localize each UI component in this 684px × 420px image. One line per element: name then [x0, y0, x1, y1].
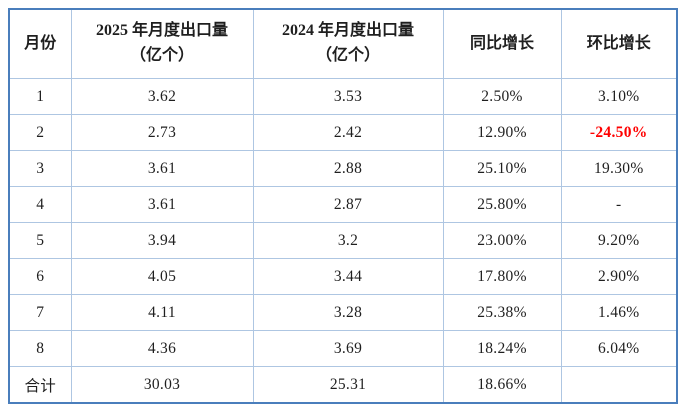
cell-mom-growth: - — [560, 186, 678, 223]
cell-yoy-growth: 25.10% — [442, 150, 562, 187]
cell-export-2024: 3.2 — [252, 222, 444, 259]
cell-mom-growth: 6.04% — [560, 330, 678, 367]
cell-month: 8 — [8, 330, 72, 367]
table-row: 3 3.61 2.88 25.10% 19.30% — [8, 150, 678, 187]
cell-mom-growth: -24.50% — [560, 114, 678, 151]
total-row: 合计 30.03 25.31 18.66% — [8, 366, 678, 404]
cell-mom-growth: 1.46% — [560, 294, 678, 331]
cell-yoy-growth: 2.50% — [442, 78, 562, 115]
table-row: 2 2.73 2.42 12.90% -24.50% — [8, 114, 678, 151]
cell-export-2025: 2.73 — [70, 114, 254, 151]
cell-export-2025: 30.03 — [70, 366, 254, 404]
cell-export-2025: 4.05 — [70, 258, 254, 295]
cell-mom-growth: 3.10% — [560, 78, 678, 115]
cell-export-2025: 4.11 — [70, 294, 254, 331]
cell-yoy-growth: 12.90% — [442, 114, 562, 151]
cell-yoy-growth: 17.80% — [442, 258, 562, 295]
cell-mom-growth: 9.20% — [560, 222, 678, 259]
col-header-2024-line1: 2024 年月度出口量 — [281, 22, 414, 40]
cell-month: 7 — [8, 294, 72, 331]
cell-export-2024: 3.69 — [252, 330, 444, 367]
cell-month: 2 — [8, 114, 72, 151]
col-header-2024-export: 2024 年月度出口量 （亿个） — [252, 8, 444, 79]
table-row: 7 4.11 3.28 25.38% 1.46% — [8, 294, 678, 331]
col-header-2025-line1: 2025 年月度出口量 — [95, 22, 228, 40]
cell-export-2024: 3.28 — [252, 294, 444, 331]
cell-month: 6 — [8, 258, 72, 295]
table-row: 8 4.36 3.69 18.24% 6.04% — [8, 330, 678, 367]
cell-export-2024: 3.44 — [252, 258, 444, 295]
cell-mom-growth — [560, 366, 678, 404]
table-body: 1 3.62 3.53 2.50% 3.10% 2 2.73 2.42 12.90% -24.50… — [8, 78, 678, 404]
cell-export-2024: 2.87 — [252, 186, 444, 223]
cell-yoy-growth: 18.66% — [442, 366, 562, 404]
cell-month: 4 — [8, 186, 72, 223]
cell-export-2024: 2.88 — [252, 150, 444, 187]
cell-export-2025: 3.61 — [70, 150, 254, 187]
cell-month: 5 — [8, 222, 72, 259]
cell-export-2025: 3.62 — [70, 78, 254, 115]
cell-month: 1 — [8, 78, 72, 115]
col-header-yoy-growth: 同比增长 — [442, 8, 562, 79]
cell-month: 合计 — [8, 366, 72, 404]
col-header-2025-line2: （亿个） — [129, 47, 194, 64]
col-header-month: 月份 — [8, 8, 72, 79]
cell-export-2024: 25.31 — [252, 366, 444, 404]
col-header-mom-growth: 环比增长 — [560, 8, 678, 79]
col-header-2025-export: 2025 年月度出口量 （亿个） — [70, 8, 254, 79]
cell-export-2024: 2.42 — [252, 114, 444, 151]
cell-yoy-growth: 18.24% — [442, 330, 562, 367]
cell-export-2024: 3.53 — [252, 78, 444, 115]
table-row: 5 3.94 3.2 23.00% 9.20% — [8, 222, 678, 259]
cell-export-2025: 3.61 — [70, 186, 254, 223]
table-row: 6 4.05 3.44 17.80% 2.90% — [8, 258, 678, 295]
cell-export-2025: 4.36 — [70, 330, 254, 367]
col-header-2024-line2: （亿个） — [315, 47, 380, 64]
header-row: 月份 2025 年月度出口量 （亿个） 2024 年月度出口量 （亿个） 同比增… — [8, 8, 678, 79]
monthly-export-table: 月份 2025 年月度出口量 （亿个） 2024 年月度出口量 （亿个） 同比增… — [8, 8, 678, 404]
cell-mom-growth: 2.90% — [560, 258, 678, 295]
cell-yoy-growth: 25.80% — [442, 186, 562, 223]
cell-mom-growth: 19.30% — [560, 150, 678, 187]
cell-yoy-growth: 23.00% — [442, 222, 562, 259]
table-row: 1 3.62 3.53 2.50% 3.10% — [8, 78, 678, 115]
cell-export-2025: 3.94 — [70, 222, 254, 259]
cell-yoy-growth: 25.38% — [442, 294, 562, 331]
table-row: 4 3.61 2.87 25.80% - — [8, 186, 678, 223]
cell-month: 3 — [8, 150, 72, 187]
